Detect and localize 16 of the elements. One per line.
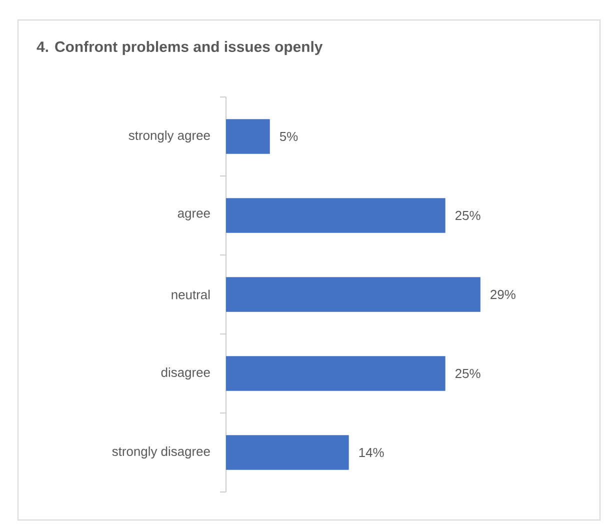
y-tick-label: disagree [161,367,210,380]
y-tick-label: agree [178,210,210,220]
bar [226,277,480,312]
y-tick-label: neutral [172,290,210,300]
data-label: 25% [456,368,480,378]
data-label: 14% [359,448,384,458]
data-label: 5% [280,132,298,142]
bar [226,119,270,154]
y-tick-label: strongly agree [128,130,210,143]
data-label: 25% [456,210,480,220]
chart-title: 4. Confront problems and issues openly [36,41,323,55]
y-tick-label: strongly disagree [112,446,210,459]
bar [226,356,446,391]
bar [226,198,446,233]
data-label: 29% [490,290,516,300]
bar [226,435,349,470]
